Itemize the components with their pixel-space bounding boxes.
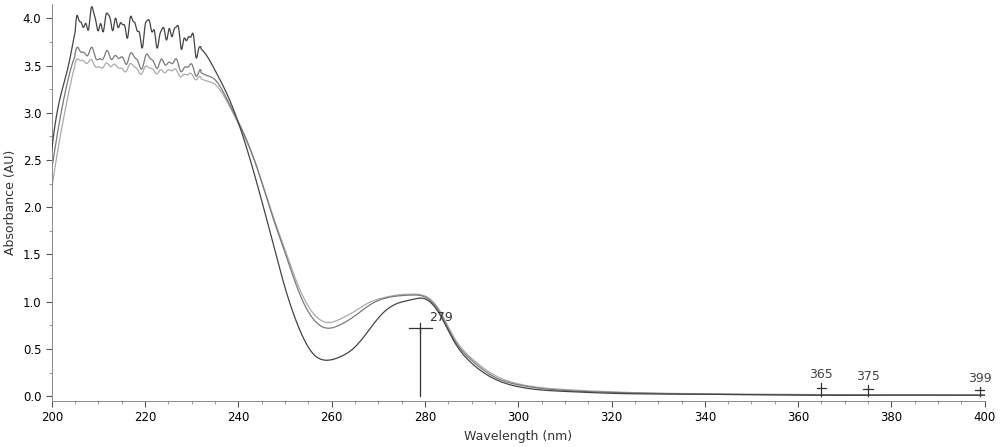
Text: 399: 399 bbox=[968, 372, 992, 385]
Text: 375: 375 bbox=[856, 370, 880, 383]
Text: 279: 279 bbox=[430, 312, 453, 325]
Text: 365: 365 bbox=[810, 368, 833, 381]
X-axis label: Wavelength (nm): Wavelength (nm) bbox=[464, 430, 572, 443]
Y-axis label: Absorbance (AU): Absorbance (AU) bbox=[4, 150, 17, 255]
